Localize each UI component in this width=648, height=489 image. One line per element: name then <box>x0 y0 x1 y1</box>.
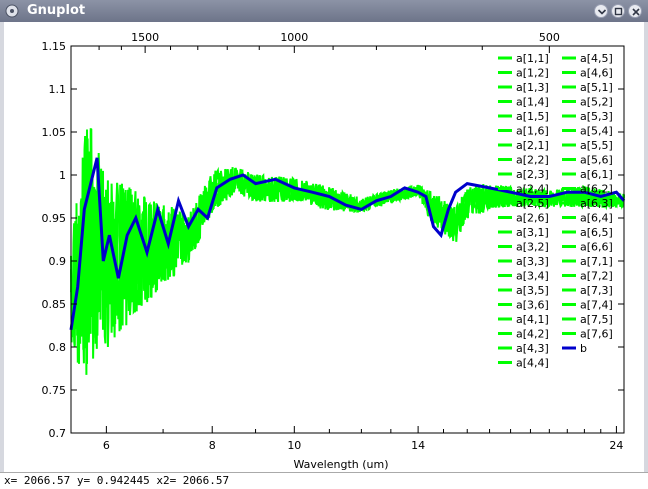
legend-label: a[6,3] <box>580 197 613 210</box>
x-tick-label: 6 <box>103 439 110 452</box>
plot-frame <box>70 45 625 434</box>
legend-label: a[7,5] <box>580 313 613 326</box>
legend-label: a[3,4] <box>516 270 549 283</box>
legend-label: a[1,1] <box>516 52 549 65</box>
legend-label: a[2,4] <box>516 183 549 196</box>
window-title: Gnuplot <box>27 3 86 18</box>
legend-label: a[4,3] <box>516 342 549 355</box>
y-tick-label: 0.85 <box>42 298 67 311</box>
y-tick-label: 1 <box>59 169 66 182</box>
y-tick-label: 0.8 <box>49 341 67 354</box>
legend-label: a[1,6] <box>516 125 549 138</box>
y-tick-label: 0.95 <box>42 212 67 225</box>
window-frame-right <box>644 22 648 472</box>
close-button[interactable] <box>628 4 642 18</box>
close-icon <box>632 8 640 16</box>
x-axis-label: Wavelength (um) <box>293 458 388 471</box>
cursor-coordinates-readout: x= 2066.57 y= 0.942445 x2= 2066.57 <box>4 474 230 487</box>
legend-label: a[4,1] <box>516 313 549 326</box>
square-icon <box>614 7 623 16</box>
y-tick-label: 0.75 <box>42 384 67 397</box>
x-tick-label: 24 <box>609 439 623 452</box>
legend-label: a[1,4] <box>516 96 549 109</box>
legend-label: a[3,6] <box>516 299 549 312</box>
chevron-down-icon <box>597 9 607 15</box>
legend-label: a[5,5] <box>580 139 613 152</box>
x-tick-label: 14 <box>411 439 425 452</box>
legend-label: a[5,1] <box>580 81 613 94</box>
legend-label: a[6,5] <box>580 226 613 239</box>
legend-label: a[7,4] <box>580 299 613 312</box>
legend-label: a[5,3] <box>580 110 613 123</box>
legend-label: a[4,4] <box>516 357 549 370</box>
gnuplot-app-icon[interactable] <box>5 4 19 18</box>
x2-tick-label: 500 <box>539 31 560 44</box>
x-tick-label: 10 <box>287 439 301 452</box>
status-bar: x= 2066.57 y= 0.942445 x2= 2066.57 <box>0 472 648 489</box>
legend-label: a[6,1] <box>580 168 613 181</box>
x-tick-label: 8 <box>209 439 216 452</box>
window-frame-left <box>0 22 4 472</box>
legend-label: a[4,5] <box>580 52 613 65</box>
legend-label: a[4,2] <box>516 328 549 341</box>
legend-label: a[5,6] <box>580 154 613 167</box>
y-tick-label: 1.05 <box>42 126 67 139</box>
legend-label: a[6,2] <box>580 183 613 196</box>
minimize-button[interactable] <box>594 4 608 18</box>
legend-label: a[2,6] <box>516 212 549 225</box>
legend-label: a[3,3] <box>516 255 549 268</box>
legend-label: a[7,2] <box>580 270 613 283</box>
x2-tick-label: 1000 <box>280 31 308 44</box>
legend-label: a[5,2] <box>580 96 613 109</box>
y-tick-label: 1.1 <box>49 83 67 96</box>
legend-label: a[2,1] <box>516 139 549 152</box>
legend-label: a[3,1] <box>516 226 549 239</box>
legend-label: a[3,5] <box>516 284 549 297</box>
legend-label: a[1,5] <box>516 110 549 123</box>
plot-area[interactable]: 0.7 0.75 0.8 0.85 0.9 0.95 1 1.05 1.1 1.15 6 8 10 14 2… <box>4 22 644 472</box>
legend-label: a[1,3] <box>516 81 549 94</box>
spectrum-chart[interactable]: 0.7 0.75 0.8 0.85 0.9 0.95 1 1.05 1.1 1.15 6 8 10 14 2… <box>4 22 644 472</box>
legend-label: a[2,2] <box>516 154 549 167</box>
legend-label: a[7,6] <box>580 328 613 341</box>
y-tick-label: 0.7 <box>49 427 67 440</box>
series-line-b <box>69 157 626 331</box>
legend-label: a[7,1] <box>580 255 613 268</box>
window-titlebar[interactable]: Gnuplot <box>0 0 648 22</box>
maximize-button[interactable] <box>611 4 625 18</box>
legend-label: a[1,2] <box>516 67 549 80</box>
legend-label: a[6,6] <box>580 241 613 254</box>
legend-label: a[5,4] <box>580 125 613 138</box>
legend-label: a[3,2] <box>516 241 549 254</box>
legend-label: a[4,6] <box>580 67 613 80</box>
legend-label: a[7,3] <box>580 284 613 297</box>
legend-label: a[6,4] <box>580 212 613 225</box>
legend-label: b <box>580 342 587 355</box>
y-tick-label: 1.15 <box>42 40 67 53</box>
x2-tick-label: 1500 <box>131 31 159 44</box>
y-tick-label: 0.9 <box>49 255 67 268</box>
legend-label: a[2,5] <box>516 197 549 210</box>
legend-label: a[2,3] <box>516 168 549 181</box>
